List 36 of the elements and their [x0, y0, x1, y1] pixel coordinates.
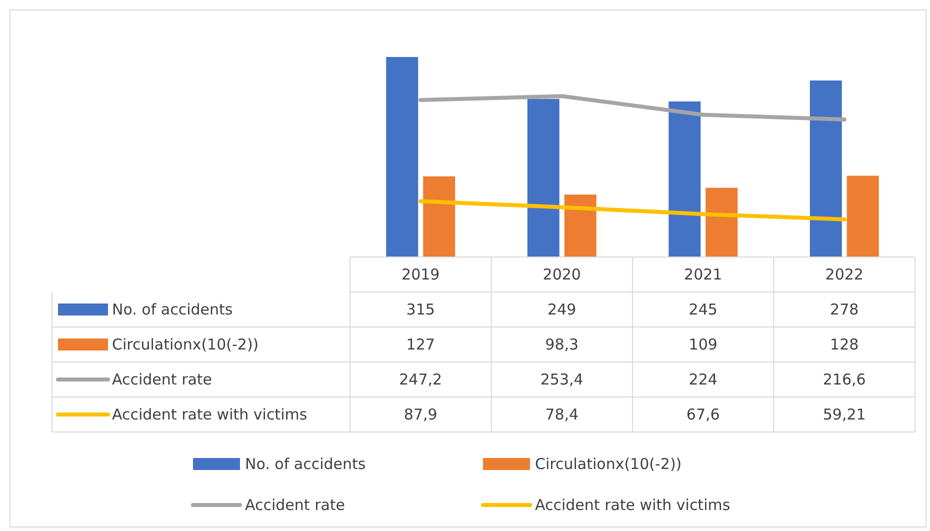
x-tick-label: 2019: [402, 266, 440, 284]
text: Accident rate: [245, 496, 346, 514]
bar: [527, 98, 560, 257]
data-label: 253,4: [540, 370, 584, 388]
x-tick-label: 2020: [542, 266, 581, 284]
legend-label: No. of accidents: [112, 300, 233, 318]
data-label: 128: [830, 336, 859, 354]
legend-label: Accident rate: [112, 370, 212, 388]
data-label: 109: [688, 336, 718, 354]
text: Accident rate with victims: [535, 496, 730, 514]
bar: [386, 57, 418, 257]
bar: [564, 194, 596, 257]
data-label: 224: [688, 370, 718, 388]
legend-label: Accident rate with victims: [112, 406, 308, 424]
text: No. of accidents: [245, 455, 366, 473]
data-label: 249: [548, 300, 576, 318]
bar: [846, 176, 879, 257]
x-tick-label: 2022: [825, 266, 864, 284]
data-label: 98,3: [545, 336, 579, 354]
data-label: 87,9: [404, 406, 438, 424]
legend-label: Circulationx(10(-2)): [112, 336, 259, 354]
data-label: 216,6: [822, 370, 866, 388]
data-label: 278: [830, 300, 859, 318]
bar: [668, 101, 701, 257]
text: Circulationx(10(-2)): [535, 455, 682, 473]
data-label: 127: [406, 336, 435, 354]
bar: [810, 80, 842, 257]
bar: [706, 188, 738, 257]
data-label: 315: [406, 300, 435, 318]
data-label: 78,4: [545, 406, 579, 424]
data-label: 59,21: [822, 406, 866, 424]
data-label: 67,6: [686, 406, 720, 424]
bar: [423, 176, 456, 257]
data-label: 247,2: [399, 370, 442, 388]
data-label: 245: [688, 300, 718, 318]
x-tick-label: 2021: [684, 266, 722, 284]
